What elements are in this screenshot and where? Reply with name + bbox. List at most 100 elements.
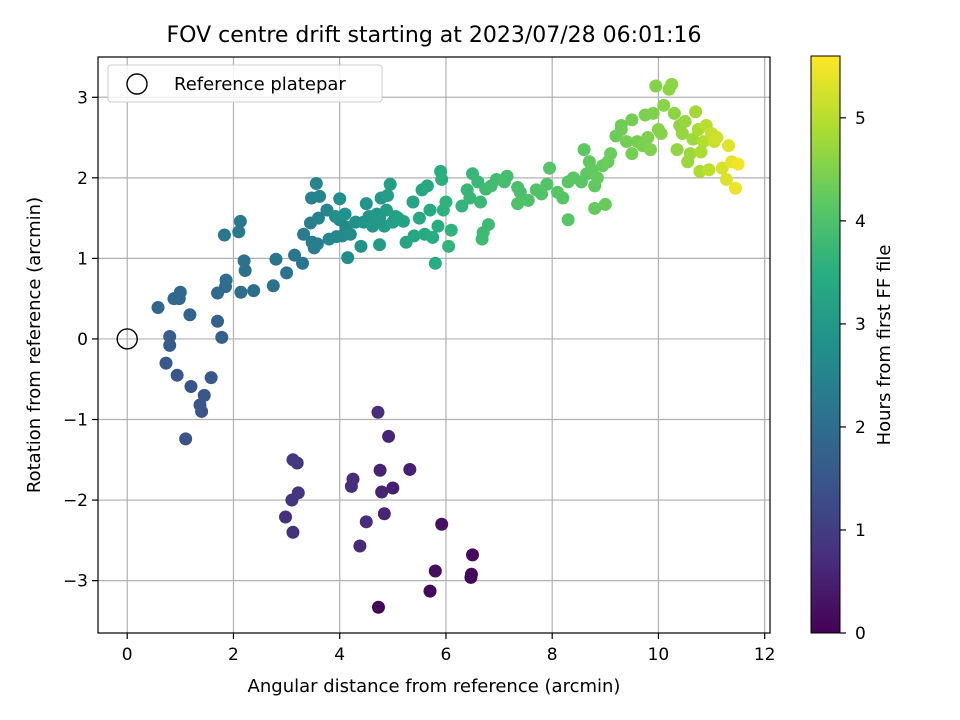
colorbar-label: Hours from first FF file: [874, 245, 895, 446]
scatter-point: [643, 143, 657, 157]
scatter-point: [219, 273, 233, 287]
scatter-point: [556, 191, 570, 205]
scatter-point: [233, 214, 247, 228]
scatter-point: [406, 195, 420, 209]
scatter-point: [381, 189, 395, 203]
scatter-point: [500, 169, 514, 183]
scatter-point: [232, 225, 246, 239]
scatter-point: [428, 256, 442, 270]
y-axis-ticks: −3 −2 −1 0 1 2 3: [63, 88, 98, 592]
scatter-point: [159, 356, 173, 370]
scatter-point: [715, 161, 729, 175]
scatter-point: [686, 132, 700, 146]
scatter-point: [310, 237, 324, 251]
colorbar-ticks: 0 1 2 3 4 5: [840, 109, 866, 644]
scatter-point: [657, 98, 671, 112]
scatter-point: [353, 539, 367, 553]
scatter-point: [344, 479, 358, 493]
scatter-point: [173, 285, 187, 299]
scatter-point: [466, 548, 480, 562]
scatter-point: [247, 284, 261, 298]
y-tick-label: −2: [63, 491, 88, 511]
scatter-point: [163, 330, 177, 344]
scatter-point: [333, 192, 347, 206]
scatter-point: [371, 600, 385, 614]
colorbar: 0 1 2 3 4 5 Hours from first FF file: [810, 55, 895, 644]
chart-title: FOV centre drift starting at 2023/07/28 …: [167, 23, 702, 48]
colorbar-tick-label: 5: [855, 109, 866, 129]
scatter-point: [731, 157, 745, 171]
colorbar-tick-label: 2: [855, 418, 866, 438]
scatter-point: [625, 113, 639, 127]
scatter-point: [442, 239, 456, 253]
scatter-point: [423, 203, 437, 217]
scatter-point: [234, 285, 248, 299]
scatter-point: [211, 314, 225, 328]
scatter-point: [184, 379, 198, 393]
scatter-point: [511, 197, 525, 211]
scatter-point: [151, 301, 165, 315]
scatter-point: [649, 79, 663, 93]
scatter-point: [473, 195, 487, 209]
reference-platepar-marker: [116, 328, 138, 350]
scatter-point: [379, 203, 393, 217]
scatter-point: [373, 238, 387, 252]
reference-marker: [116, 328, 138, 350]
scatter-point: [435, 172, 449, 186]
scatter-point: [689, 105, 703, 119]
scatter-point: [373, 463, 387, 477]
x-tick-label: 6: [441, 645, 452, 665]
scatter-point: [702, 163, 716, 177]
scatter-point: [641, 131, 655, 145]
scatter-point: [407, 229, 421, 243]
scatter-point: [309, 176, 323, 190]
x-tick-label: 2: [228, 645, 239, 665]
scatter-point: [598, 197, 612, 211]
scatter-point: [426, 230, 440, 244]
scatter-point: [646, 106, 660, 120]
scatter-point: [667, 106, 681, 120]
x-axis-label: Angular distance from reference (arcmin): [248, 676, 621, 697]
legend-label: Reference platepar: [174, 74, 346, 95]
scatter-point: [377, 507, 391, 521]
scatter-point: [620, 135, 634, 149]
scatter-point: [561, 213, 575, 227]
scatter-point: [288, 248, 302, 262]
y-tick-label: 2: [77, 169, 88, 189]
scatter-point: [179, 432, 193, 446]
scatter-point: [444, 223, 458, 237]
scatter-point: [535, 187, 549, 201]
scatter-point: [588, 201, 602, 215]
scatter-point: [654, 127, 668, 141]
scatter-point: [455, 199, 469, 213]
scatter-point: [577, 143, 591, 157]
legend-box: [107, 64, 383, 103]
scatter-point: [313, 189, 327, 203]
scatter-points: [151, 77, 745, 614]
scatter-point: [396, 214, 410, 228]
scatter-point: [204, 371, 218, 385]
scatter-point: [285, 493, 299, 507]
colorbar-gradient: [810, 55, 841, 634]
scatter-point: [297, 227, 311, 241]
scatter-point: [728, 181, 742, 195]
scatter-point: [590, 171, 604, 185]
scatter-point: [722, 139, 736, 153]
scatter-point: [238, 263, 252, 277]
scatter-point: [375, 485, 389, 499]
scatter-point: [428, 564, 442, 578]
scatter-point: [237, 254, 251, 268]
scatter-point: [614, 118, 628, 132]
x-axis-ticks: 0 2 4 6 8 10 12: [122, 633, 776, 665]
scatter-point: [286, 525, 300, 539]
scatter-point: [481, 218, 495, 232]
scatter-point: [170, 368, 184, 382]
scatter-point: [386, 481, 400, 495]
scatter-point: [183, 308, 197, 322]
scatter-point: [665, 77, 679, 91]
scatter-point: [675, 127, 689, 141]
scatter-point: [354, 239, 368, 253]
scatter-point: [435, 517, 449, 531]
scatter-point: [540, 177, 554, 191]
